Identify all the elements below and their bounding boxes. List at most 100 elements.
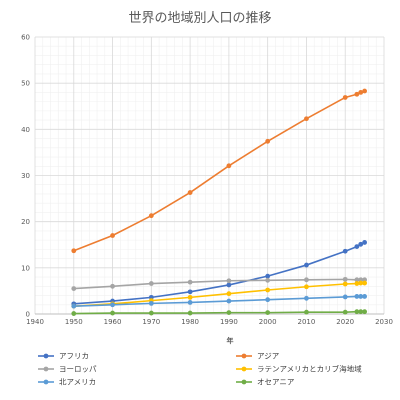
- legend-entry: ヨーロッパ: [38, 365, 97, 374]
- data-point: [342, 294, 348, 300]
- series-5: [71, 294, 368, 309]
- y-tick-label: 40: [21, 126, 30, 134]
- data-point: [110, 283, 115, 289]
- legend-marker: [43, 379, 49, 385]
- data-point: [110, 302, 115, 308]
- data-point: [362, 240, 368, 245]
- data-point: [342, 95, 348, 100]
- data-point: [304, 309, 309, 315]
- data-point: [110, 233, 115, 238]
- data-point: [358, 309, 364, 315]
- x-tick-label: 1940: [26, 318, 44, 326]
- gridlines: [34, 36, 385, 315]
- data-point: [226, 278, 232, 284]
- data-point: [304, 262, 309, 268]
- series-6: [71, 309, 368, 316]
- legend-label: アフリカ: [59, 352, 89, 361]
- data-point: [358, 241, 364, 247]
- data-point: [187, 190, 193, 195]
- data-point: [358, 294, 364, 299]
- data-point: [71, 311, 77, 316]
- data-point: [148, 213, 154, 219]
- data-point: [358, 280, 364, 286]
- data-point: [265, 287, 271, 293]
- data-point: [354, 309, 360, 315]
- data-point: [265, 277, 271, 283]
- series-2: [71, 88, 368, 254]
- data-point: [226, 291, 232, 297]
- data-point: [304, 295, 309, 301]
- data-point: [187, 279, 193, 285]
- legend-marker: [43, 366, 49, 372]
- y-tick-label: 0: [26, 311, 30, 319]
- data-point: [362, 88, 368, 94]
- data-point: [187, 310, 193, 316]
- legend-marker: [241, 366, 247, 372]
- legend-marker: [241, 353, 247, 359]
- x-tick-label: 1950: [65, 318, 83, 326]
- data-point: [358, 90, 364, 95]
- data-point: [362, 309, 368, 315]
- legend-label: アジア: [257, 352, 279, 361]
- x-tick-label: 2000: [259, 318, 277, 326]
- data-point: [226, 282, 232, 288]
- y-tick-label: 10: [21, 264, 30, 272]
- chart-title: 世界の地域別人口の推移: [128, 11, 271, 26]
- data-point: [226, 163, 232, 169]
- x-tick-label: 1970: [142, 318, 160, 326]
- data-point: [342, 276, 348, 282]
- data-point: [71, 286, 77, 292]
- legend-entry: アフリカ: [38, 352, 89, 361]
- data-point: [342, 281, 348, 287]
- data-point: [148, 300, 154, 306]
- data-point: [342, 248, 348, 254]
- x-tick-label: 1960: [104, 318, 122, 326]
- data-point: [265, 310, 271, 316]
- data-point: [226, 298, 232, 304]
- series-group: [71, 88, 368, 316]
- legend-label: ラテンアメリカとカリブ海地域: [257, 364, 362, 374]
- x-tick-label: 1990: [220, 318, 238, 326]
- legend-label: ヨーロッパ: [59, 365, 97, 374]
- data-point: [265, 297, 271, 303]
- data-point: [354, 281, 360, 286]
- data-point: [71, 303, 77, 309]
- data-point: [148, 281, 154, 286]
- x-tick-label: 2020: [336, 318, 354, 326]
- data-point: [342, 309, 348, 315]
- data-point: [148, 310, 154, 316]
- data-point: [265, 138, 271, 144]
- data-point: [354, 277, 360, 283]
- series-3: [71, 276, 368, 292]
- data-point: [71, 248, 77, 254]
- data-point: [187, 294, 193, 300]
- y-tick-label: 60: [21, 34, 30, 42]
- data-point: [354, 244, 360, 249]
- data-point: [354, 91, 360, 97]
- data-point: [362, 294, 368, 299]
- data-point: [304, 116, 309, 122]
- legend-entry: オセアニア: [236, 378, 294, 387]
- y-tick-label: 20: [21, 218, 30, 226]
- legend-marker: [43, 353, 49, 359]
- legend-label: 北アメリカ: [59, 378, 96, 387]
- x-tick-label: 1980: [181, 318, 199, 326]
- x-tick-label: 2010: [298, 318, 316, 326]
- x-tick-label: 2030: [375, 318, 393, 326]
- data-point: [304, 284, 309, 290]
- data-point: [187, 300, 193, 305]
- data-point: [110, 310, 115, 316]
- data-point: [304, 277, 309, 283]
- data-point: [362, 280, 368, 286]
- legend-marker: [241, 379, 247, 385]
- y-tick-label: 30: [21, 172, 30, 180]
- legend-entry: アジア: [236, 352, 279, 361]
- legend-label: オセアニア: [257, 378, 294, 387]
- legend-entry: 北アメリカ: [38, 378, 96, 387]
- y-tick-label: 50: [21, 80, 30, 88]
- x-axis-title: 年: [227, 336, 234, 345]
